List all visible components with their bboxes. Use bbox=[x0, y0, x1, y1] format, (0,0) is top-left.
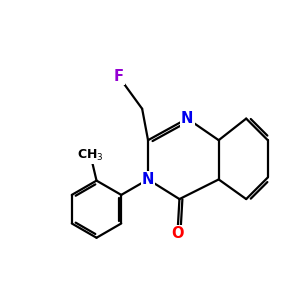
Text: N: N bbox=[142, 172, 154, 187]
Text: O: O bbox=[171, 226, 184, 241]
Text: CH$_3$: CH$_3$ bbox=[77, 148, 104, 163]
Text: F: F bbox=[114, 69, 124, 84]
Text: N: N bbox=[181, 111, 194, 126]
